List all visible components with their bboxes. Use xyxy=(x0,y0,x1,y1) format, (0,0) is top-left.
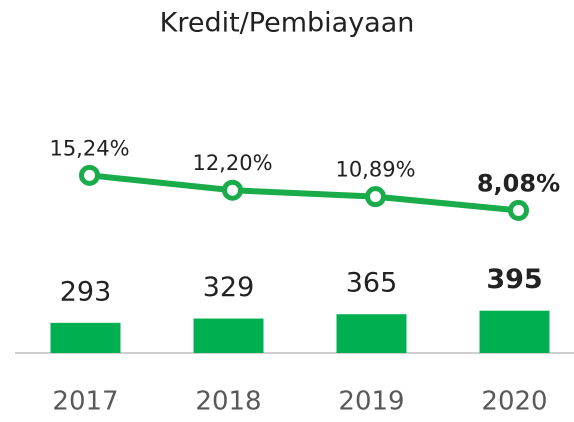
bar xyxy=(336,314,407,353)
line-value-label: 12,20% xyxy=(192,151,272,175)
line-value-label: 15,24% xyxy=(49,136,129,160)
x-tick-label: 2017 xyxy=(52,387,118,417)
line-marker xyxy=(222,179,243,201)
line-marker xyxy=(79,164,100,186)
bar xyxy=(193,318,264,353)
x-tick-label: 2020 xyxy=(481,387,547,417)
line-value-label: 8,08% xyxy=(477,169,560,197)
bar-value-label: 293 xyxy=(60,276,112,307)
chart-title: Kredit/Pembiayaan xyxy=(160,8,415,39)
bar-value-label: 329 xyxy=(203,272,255,303)
x-tick-label: 2018 xyxy=(195,387,261,417)
x-tick-label: 2019 xyxy=(338,387,404,417)
line-marker xyxy=(365,186,386,208)
bar xyxy=(479,310,550,353)
line xyxy=(89,172,519,214)
bar xyxy=(50,322,121,353)
bar-value-label: 365 xyxy=(346,268,398,299)
bar-value-label: 395 xyxy=(486,264,542,295)
line-value-label: 10,89% xyxy=(335,158,415,182)
line-marker xyxy=(508,199,529,221)
